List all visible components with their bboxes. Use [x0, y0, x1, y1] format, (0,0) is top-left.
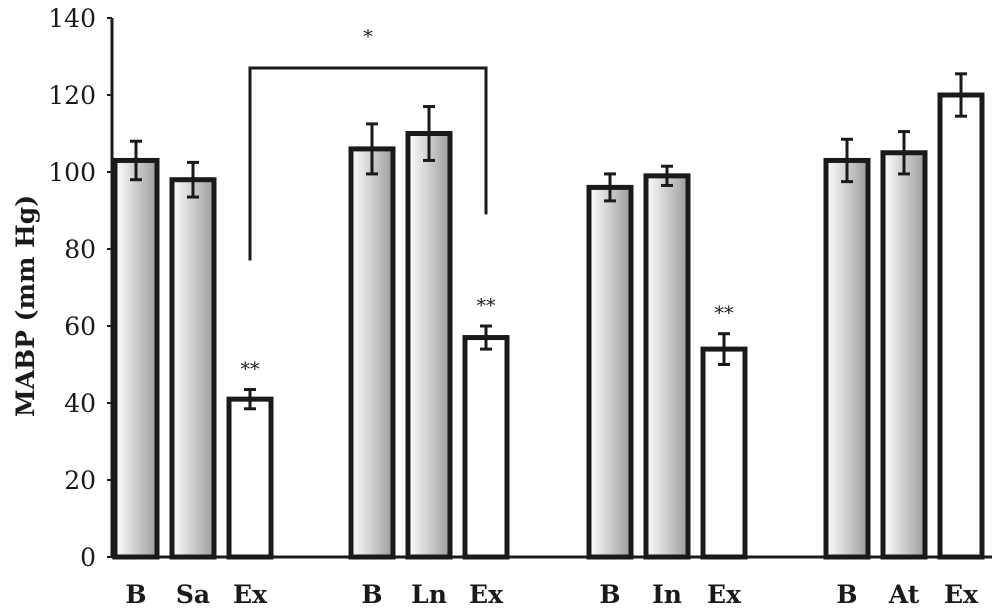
y-tick-label: 20 [64, 466, 96, 495]
bar [586, 184, 634, 560]
x-category-label: Ln [411, 580, 447, 609]
bar [643, 173, 691, 560]
bar [405, 131, 453, 560]
bar [226, 396, 274, 560]
y-tick-label: 60 [64, 312, 96, 341]
bar [112, 157, 160, 560]
bar [823, 157, 871, 560]
y-tick-label: 40 [64, 389, 96, 418]
x-category-label: In [652, 580, 682, 609]
x-category-label: Ex [707, 580, 742, 609]
x-category-label: Ex [233, 580, 268, 609]
x-category-label: Ex [469, 580, 504, 609]
x-category-label: Sa [176, 580, 210, 609]
comparison-significance-marker: * [363, 26, 373, 48]
y-tick-label: 0 [80, 543, 96, 572]
significance-marker: ** [241, 359, 261, 381]
axes-layer: 0 20 40 60 80 100 120 140 B Sa Ex B Ln Ex B In Ex B At Ex [48, 4, 992, 609]
x-category-label: Ex [944, 580, 979, 609]
bar [169, 177, 217, 560]
x-category-label: At [888, 580, 920, 609]
significance-marker: ** [715, 303, 735, 325]
bars-layer: **** *** [112, 26, 985, 560]
x-category-label: B [599, 580, 620, 609]
bar [348, 146, 396, 560]
y-tick-label: 100 [48, 158, 96, 187]
x-category-label: B [125, 580, 146, 609]
significance-marker: ** [477, 295, 497, 317]
bar [937, 92, 985, 560]
y-axis-title: MABP (mm Hg) [11, 195, 40, 417]
bar [880, 150, 928, 560]
x-category-label: B [361, 580, 382, 609]
y-tick-label: 120 [48, 81, 96, 110]
bar [700, 346, 748, 560]
y-tick-label: 140 [48, 4, 96, 33]
bar [462, 335, 510, 560]
y-tick-label: 80 [64, 235, 96, 264]
comparison-bracket [248, 66, 488, 261]
x-category-label: B [836, 580, 857, 609]
